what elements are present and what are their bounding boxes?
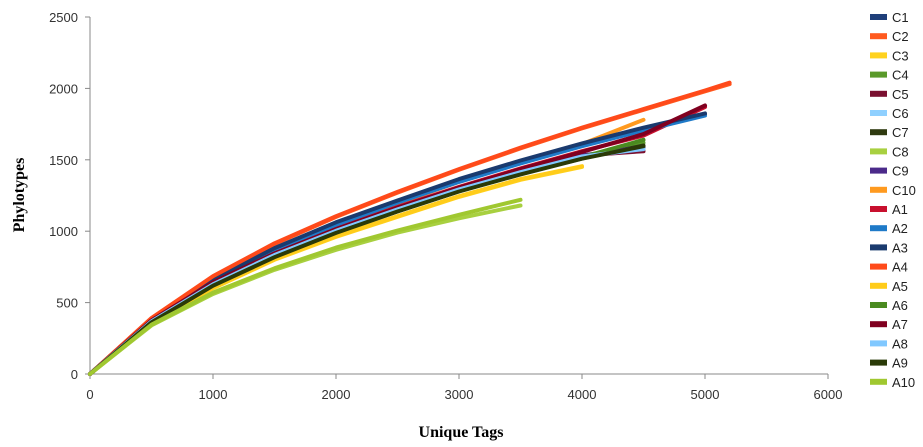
legend-label: C2 <box>892 29 909 44</box>
series-line-a5 <box>88 164 584 376</box>
legend-label: C1 <box>892 10 909 25</box>
legend-label: A10 <box>892 375 915 390</box>
legend-swatch <box>870 225 887 232</box>
legend-swatch <box>870 90 887 97</box>
y-axis-ticks: 0 500 1000 1500 2000 2500 <box>49 10 90 382</box>
legend-swatch <box>870 359 887 366</box>
legend-swatch <box>870 186 887 193</box>
legend-label: C3 <box>892 48 909 63</box>
y-tick-label: 500 <box>56 296 78 311</box>
legend-item-a6: A6 <box>870 298 908 313</box>
legend-swatch <box>870 71 887 78</box>
legend-item-c6: C6 <box>870 106 909 121</box>
x-axis-ticks: 0 1000 2000 3000 4000 5000 6000 <box>86 374 842 402</box>
legend-item-c9: C9 <box>870 164 909 179</box>
y-tick-label: 2500 <box>49 10 78 25</box>
plot-area: 0 1000 2000 3000 4000 5000 6000 0 500 1000 1500 20… <box>49 10 842 402</box>
legend-item-c1: C1 <box>870 10 909 25</box>
series-line-c7 <box>88 143 646 376</box>
legend-swatch <box>870 110 887 116</box>
legend-swatch <box>870 321 887 328</box>
legend: C1 C2 C3 C4 C5 C6 C7 C8 C9 C10 A1 A2 A3 A4 A5 A6 A7 A8 A9 A… <box>870 10 916 390</box>
legend-label: C4 <box>892 68 909 83</box>
legend-item-a1: A1 <box>870 202 908 217</box>
series-line-c4 <box>88 140 646 376</box>
legend-swatch <box>870 206 887 212</box>
legend-item-c3: C3 <box>870 48 909 63</box>
series-line-a7 <box>88 103 707 376</box>
legend-swatch <box>870 282 887 289</box>
legend-swatch <box>870 167 887 174</box>
legend-label: C9 <box>892 164 909 179</box>
legend-label: A1 <box>892 202 908 217</box>
x-tick-label: 0 <box>86 387 93 402</box>
legend-label: A4 <box>892 260 908 275</box>
legend-swatch <box>870 52 887 59</box>
x-tick-label: 4000 <box>568 387 597 402</box>
series-line-a9 <box>88 144 646 376</box>
legend-item-a7: A7 <box>870 317 908 332</box>
legend-item-a10: A10 <box>870 375 915 390</box>
x-tick-label: 3000 <box>445 387 474 402</box>
legend-label: C7 <box>892 125 909 140</box>
series-line-a4 <box>88 80 732 376</box>
legend-item-a2: A2 <box>870 221 908 236</box>
legend-label: A8 <box>892 336 908 351</box>
legend-swatch <box>870 302 887 308</box>
series-line-a6 <box>88 137 646 376</box>
legend-swatch <box>870 148 887 155</box>
legend-label: A9 <box>892 356 908 371</box>
x-tick-label: 1000 <box>199 387 228 402</box>
legend-swatch <box>870 263 887 270</box>
legend-swatch <box>870 340 887 347</box>
x-axis-title: Unique Tags <box>419 424 504 441</box>
legend-item-c4: C4 <box>870 68 909 83</box>
legend-label: C5 <box>892 87 909 102</box>
legend-label: A2 <box>892 221 908 236</box>
legend-item-a5: A5 <box>870 279 908 294</box>
legend-item-c7: C7 <box>870 125 909 140</box>
legend-item-c2: C2 <box>870 29 909 44</box>
legend-item-c10: C10 <box>870 183 916 198</box>
legend-item-c5: C5 <box>870 87 909 102</box>
y-tick-label: 1500 <box>49 153 78 168</box>
legend-swatch <box>870 33 887 40</box>
y-tick-label: 0 <box>71 367 78 382</box>
y-axis-title: Phylotypes <box>11 158 28 233</box>
legend-swatch <box>870 129 887 136</box>
series-line-c5 <box>88 149 646 376</box>
series-line-c9 <box>88 144 646 376</box>
legend-swatch <box>870 378 887 385</box>
legend-swatch <box>870 14 887 20</box>
legend-label: C6 <box>892 106 909 121</box>
x-tick-label: 6000 <box>814 387 843 402</box>
series-line-a10 <box>88 197 523 376</box>
legend-item-c8: C8 <box>870 144 909 159</box>
series-line-c3 <box>88 164 584 376</box>
legend-item-a8: A8 <box>870 336 908 351</box>
y-tick-label: 2000 <box>49 81 78 96</box>
legend-swatch <box>870 244 887 251</box>
legend-label: A7 <box>892 317 908 332</box>
series-line-a8 <box>88 147 646 376</box>
x-tick-label: 5000 <box>691 387 720 402</box>
legend-item-a3: A3 <box>870 240 908 255</box>
legend-item-a9: A9 <box>870 356 908 371</box>
series-lines <box>88 80 732 376</box>
legend-label: C8 <box>892 144 909 159</box>
legend-item-a4: A4 <box>870 260 908 275</box>
legend-label: A6 <box>892 298 908 313</box>
legend-label: A3 <box>892 240 908 255</box>
y-tick-label: 1000 <box>49 224 78 239</box>
legend-label: C10 <box>892 183 916 198</box>
series-line-c6 <box>88 146 646 376</box>
legend-label: A5 <box>892 279 908 294</box>
x-tick-label: 2000 <box>322 387 351 402</box>
